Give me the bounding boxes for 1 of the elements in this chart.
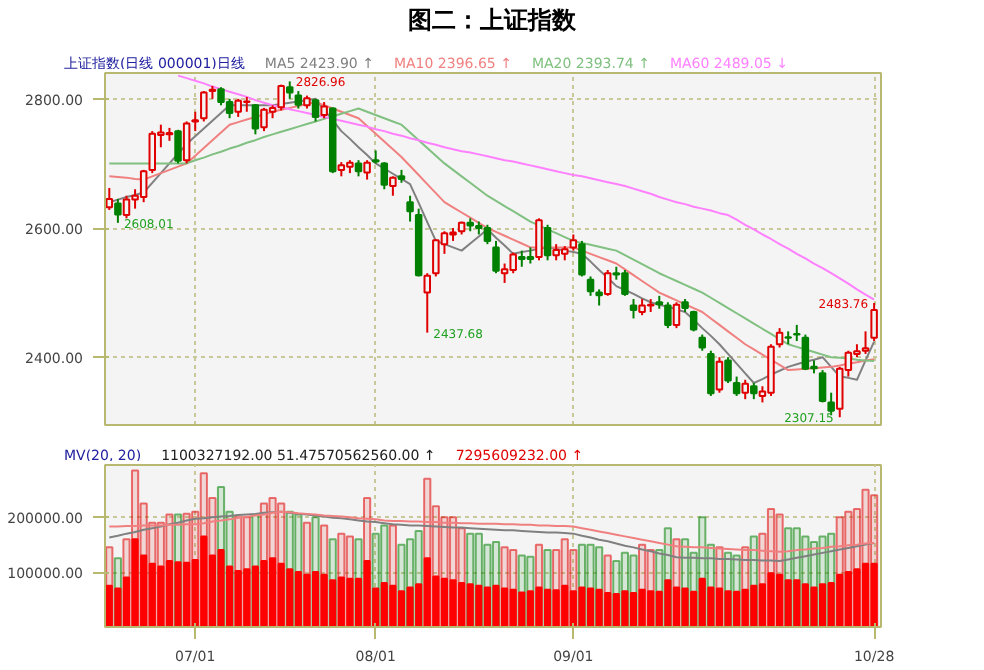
chart-title: 图二：上证指数 <box>406 4 578 38</box>
